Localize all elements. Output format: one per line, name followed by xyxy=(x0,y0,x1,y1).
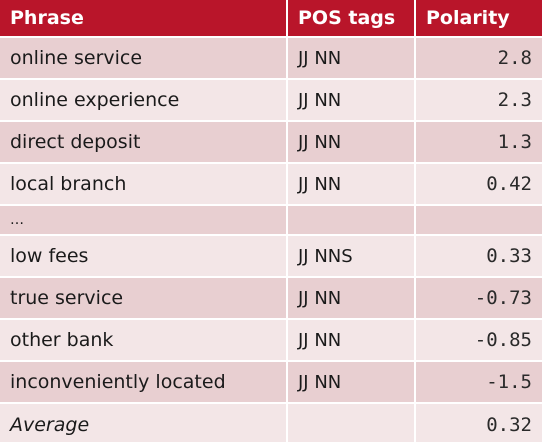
header-phrase: Phrase xyxy=(0,0,288,37)
pos-cell: JJ NN xyxy=(287,318,416,361)
polarity-cell xyxy=(415,204,542,235)
pos-cell: JJ NN xyxy=(287,360,416,403)
pos-cell: JJ NN xyxy=(287,276,416,319)
table-row: online service JJ NN 2.8 xyxy=(0,36,542,79)
polarity-cell: 0.33 xyxy=(415,234,542,277)
header-pos-tags: POS tags xyxy=(287,0,416,37)
phrase-cell: local branch xyxy=(0,162,288,205)
header-polarity: Polarity xyxy=(415,0,542,37)
polarity-cell: -0.85 xyxy=(415,318,542,361)
table-row: true service JJ NN -0.73 xyxy=(0,276,542,319)
pos-cell: JJ NN xyxy=(287,120,416,163)
phrase-cell: low fees xyxy=(0,234,288,277)
phrase-cell: inconveniently located xyxy=(0,360,288,403)
polarity-cell: 2.3 xyxy=(415,78,542,121)
pos-cell: JJ NN xyxy=(287,78,416,121)
polarity-cell: 0.42 xyxy=(415,162,542,205)
pos-cell: JJ NN xyxy=(287,36,416,79)
table-row-ellipsis: … xyxy=(0,204,542,235)
table-row: other bank JJ NN -0.85 xyxy=(0,318,542,361)
pos-cell: JJ NN xyxy=(287,162,416,205)
table-row: inconveniently located JJ NN -1.5 xyxy=(0,360,542,403)
table-row: low fees JJ NNS 0.33 xyxy=(0,234,542,277)
table-header-row: Phrase POS tags Polarity xyxy=(0,0,542,37)
table-row: direct deposit JJ NN 1.3 xyxy=(0,120,542,163)
polarity-cell: 1.3 xyxy=(415,120,542,163)
average-label: Average xyxy=(0,402,288,442)
polarity-cell: 2.8 xyxy=(415,36,542,79)
table-row-average: Average 0.32 xyxy=(0,402,542,442)
pos-cell xyxy=(287,402,416,442)
phrase-cell: online experience xyxy=(0,78,288,121)
pos-cell xyxy=(287,204,416,235)
table-row: online experience JJ NN 2.3 xyxy=(0,78,542,121)
phrase-cell: … xyxy=(0,204,288,235)
table-row: local branch JJ NN 0.42 xyxy=(0,162,542,205)
phrase-cell: true service xyxy=(0,276,288,319)
polarity-cell: -1.5 xyxy=(415,360,542,403)
average-polarity: 0.32 xyxy=(415,402,542,442)
pos-cell: JJ NNS xyxy=(287,234,416,277)
polarity-cell: -0.73 xyxy=(415,276,542,319)
phrase-cell: other bank xyxy=(0,318,288,361)
phrase-cell: online service xyxy=(0,36,288,79)
phrase-cell: direct deposit xyxy=(0,120,288,163)
